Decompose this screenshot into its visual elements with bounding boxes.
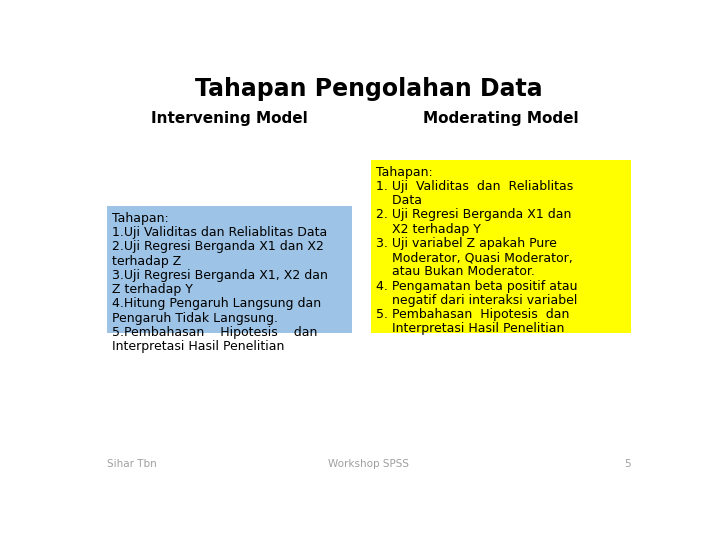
Text: Sihar Tbn: Sihar Tbn <box>107 459 157 469</box>
Text: negatif dari interaksi variabel: negatif dari interaksi variabel <box>376 294 577 307</box>
Text: 4. Pengamatan beta positif atau: 4. Pengamatan beta positif atau <box>376 280 577 293</box>
Text: Pengaruh Tidak Langsung.: Pengaruh Tidak Langsung. <box>112 312 279 325</box>
Text: Workshop SPSS: Workshop SPSS <box>328 459 410 469</box>
Text: terhadap Z: terhadap Z <box>112 254 181 268</box>
Text: Intervening Model: Intervening Model <box>151 111 308 126</box>
Text: 4.Hitung Pengaruh Langsung dan: 4.Hitung Pengaruh Langsung dan <box>112 298 322 310</box>
Text: 1.Uji Validitas dan Reliablitas Data: 1.Uji Validitas dan Reliablitas Data <box>112 226 328 239</box>
Text: 5: 5 <box>624 459 631 469</box>
Text: Moderating Model: Moderating Model <box>423 111 579 126</box>
Text: 3.Uji Regresi Berganda X1, X2 dan: 3.Uji Regresi Berganda X1, X2 dan <box>112 269 328 282</box>
Text: 5.Pembahasan    Hipotesis    dan: 5.Pembahasan Hipotesis dan <box>112 326 318 339</box>
Text: atau Bukan Moderator.: atau Bukan Moderator. <box>376 265 535 279</box>
Text: Z terhadap Y: Z terhadap Y <box>112 283 194 296</box>
Text: Tahapan:: Tahapan: <box>112 212 169 225</box>
Text: 2. Uji Regresi Berganda X1 dan: 2. Uji Regresi Berganda X1 dan <box>376 208 572 221</box>
Text: 3. Uji variabel Z apakah Pure: 3. Uji variabel Z apakah Pure <box>376 237 557 250</box>
FancyBboxPatch shape <box>107 206 352 333</box>
FancyBboxPatch shape <box>371 159 631 333</box>
Text: Interpretasi Hasil Penelitian: Interpretasi Hasil Penelitian <box>112 340 285 353</box>
Text: Tahapan Pengolahan Data: Tahapan Pengolahan Data <box>195 77 543 102</box>
Text: 5. Pembahasan  Hipotesis  dan: 5. Pembahasan Hipotesis dan <box>376 308 570 321</box>
Text: Moderator, Quasi Moderator,: Moderator, Quasi Moderator, <box>376 251 572 264</box>
Text: Interpretasi Hasil Penelitian: Interpretasi Hasil Penelitian <box>376 322 564 335</box>
Text: 2.Uji Regresi Berganda X1 dan X2: 2.Uji Regresi Berganda X1 dan X2 <box>112 240 324 253</box>
Text: 1. Uji  Validitas  dan  Reliablitas: 1. Uji Validitas dan Reliablitas <box>376 180 573 193</box>
Text: X2 terhadap Y: X2 terhadap Y <box>376 222 481 235</box>
Text: Data: Data <box>376 194 422 207</box>
Text: Tahapan:: Tahapan: <box>376 166 433 179</box>
